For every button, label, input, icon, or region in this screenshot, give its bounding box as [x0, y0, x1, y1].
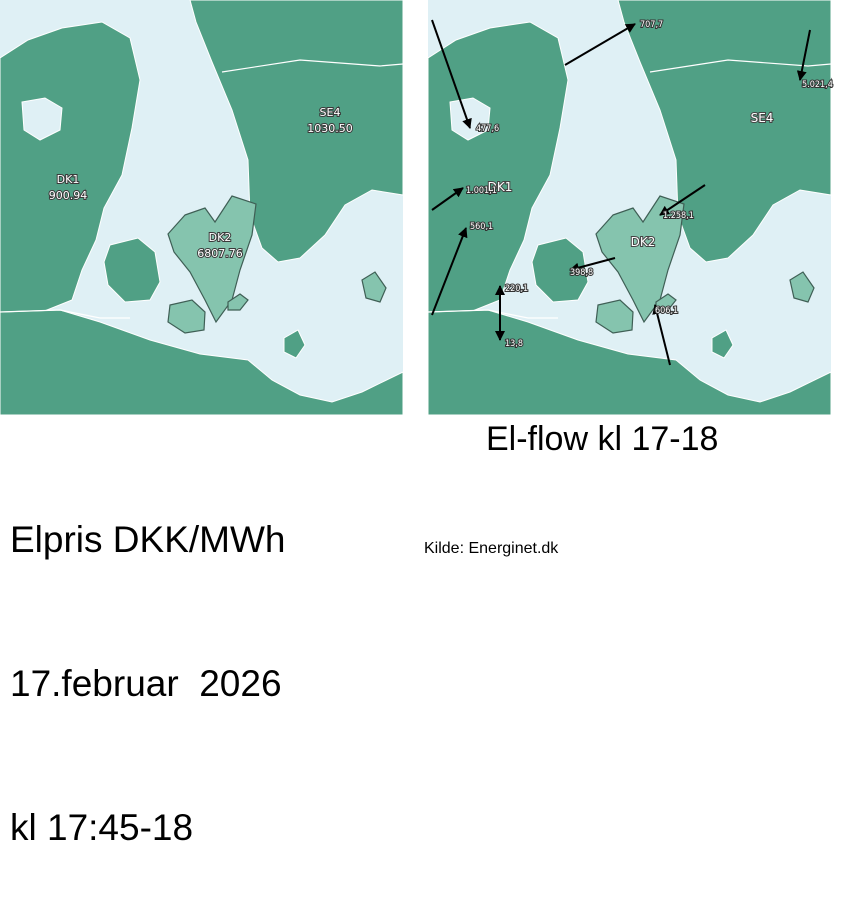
price-map-jutland — [0, 21, 141, 313]
price-time: kl 17:45-18 — [10, 807, 194, 848]
flow-value-3: 560,1 — [470, 222, 493, 232]
flow-map-zealand — [595, 195, 685, 324]
flow-arrow-2 — [431, 187, 464, 211]
price-caption: Elpris DKK/MWh 17.februar 2026 kl 17:45-… — [10, 420, 285, 900]
price-map-als — [283, 329, 306, 359]
flow-map-dk-de-border — [427, 309, 558, 319]
flow-arrow-7 — [659, 184, 706, 216]
price-map-zealand — [167, 195, 257, 324]
price-date: 17.februar 2026 — [10, 663, 282, 704]
flow-map — [427, 0, 832, 416]
zone-label-se4: SE4 — [320, 106, 341, 119]
price-dk1: 900.94 — [49, 189, 88, 202]
price-map-falster — [227, 293, 249, 311]
flow-value-9: 707,7 — [640, 20, 663, 30]
flow-arrow-8 — [652, 304, 671, 366]
flow-map-germany — [427, 309, 832, 416]
flow-value-10: 5.021,4 — [802, 80, 833, 90]
flow-map-sweden — [617, 0, 832, 263]
flow-value-5: 13,8 — [505, 339, 523, 349]
flow-title: El-flow kl 17-18 — [486, 420, 719, 458]
price-title: Elpris DKK/MWh — [10, 519, 286, 560]
flow-map-als — [711, 329, 734, 359]
price-map-germany — [0, 309, 404, 416]
source-credit: Kilde: Energinet.dk — [424, 540, 559, 557]
maps-canvas: DK1 900.94 SE4 1030.50 DK2 6807.76 DK1 D… — [0, 0, 834, 416]
flow-zone-dk1: DK1 — [488, 180, 513, 194]
price-map-sweden — [189, 0, 404, 263]
flow-zone-dk2: DK2 — [631, 235, 656, 249]
flow-zone-se4: SE4 — [751, 111, 774, 125]
flow-map-lolland — [595, 299, 634, 334]
flow-value-6: 398,8 — [570, 268, 593, 278]
price-map-lolland — [167, 299, 206, 334]
price-map-north-jutland-island — [21, 97, 63, 141]
price-map-funen — [103, 237, 161, 303]
flow-arrow-6 — [569, 257, 616, 273]
price-labels: DK1 900.94 SE4 1030.50 DK2 6807.76 — [48, 105, 354, 261]
flow-arrows: 477,6 1.001,1 560,1 220,1 13,8 398,8 1.258,1 60… — [431, 19, 834, 366]
price-map-dk-de-border — [0, 309, 130, 319]
price-se4: 1030.50 — [307, 122, 353, 135]
flow-arrow-9 — [564, 23, 636, 66]
flow-map-funen — [531, 237, 589, 303]
flow-labels: DK1 DK2 SE4 — [487, 110, 775, 250]
flow-arrow-3 — [431, 227, 468, 316]
flow-value-7: 1.258,1 — [663, 211, 694, 221]
flow-value-2: 1.001,1 — [466, 186, 497, 196]
price-map-se3-se4-border — [221, 59, 404, 73]
price-dk2: 6807.76 — [197, 247, 243, 260]
flow-arrow-1 — [431, 19, 472, 129]
flow-value-4: 220,1 — [505, 284, 528, 294]
flow-value-1: 477,6 — [476, 124, 499, 134]
flow-map-se3-se4-border — [649, 59, 832, 73]
price-map — [0, 0, 404, 416]
zone-label-dk1: DK1 — [57, 173, 80, 186]
price-map-bornholm — [361, 271, 387, 303]
flow-value-8: 606,1 — [655, 306, 678, 316]
flow-map-jutland — [427, 21, 569, 313]
flow-map-bornholm — [789, 271, 815, 303]
zone-label-dk2: DK2 — [209, 231, 232, 244]
flow-arrow-10 — [796, 29, 811, 81]
